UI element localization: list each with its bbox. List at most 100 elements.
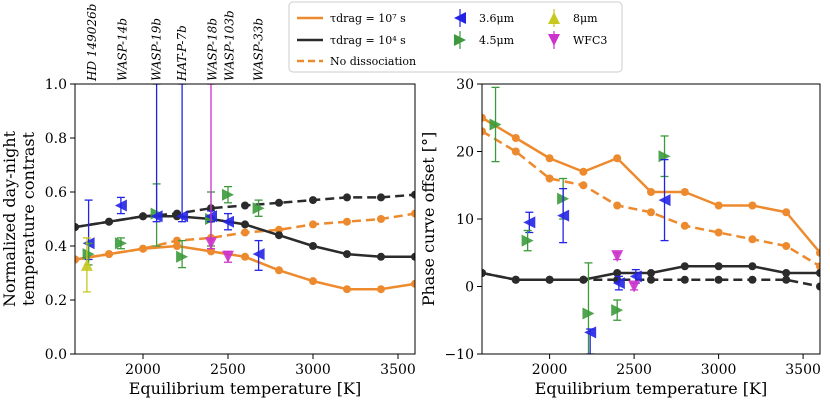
obs-marker-36	[612, 277, 625, 290]
series-point	[343, 250, 351, 259]
series-point	[241, 252, 249, 261]
y-tick-label: 0	[465, 280, 474, 296]
series-point	[816, 269, 820, 277]
obs-marker-45	[176, 250, 189, 263]
planet-label: HD 149026b	[85, 4, 99, 82]
series-point	[343, 193, 351, 202]
series-point	[511, 134, 520, 142]
x-tick-label: 2000	[532, 362, 568, 378]
obs-marker-45	[489, 118, 502, 131]
series-point	[579, 167, 588, 176]
series-point	[613, 201, 622, 210]
series-point	[545, 275, 554, 284]
legend-swatch-obs-wfc3	[548, 34, 560, 46]
y-tick-label: 10	[456, 212, 474, 228]
x-tick-label: 2500	[210, 362, 246, 378]
obs-marker-45	[611, 304, 624, 317]
series-point	[411, 209, 415, 218]
series-point	[377, 193, 385, 202]
series-point	[343, 285, 351, 294]
series-point	[139, 244, 147, 253]
obs-marker-36	[150, 210, 163, 223]
x-tick-label: 3500	[380, 362, 416, 378]
y-tick-label: 0.0	[45, 347, 67, 363]
series-point	[241, 228, 249, 237]
x-tick-label: 2000	[125, 362, 161, 378]
series-point	[411, 279, 415, 288]
series-point	[748, 275, 757, 284]
axes-frame	[481, 83, 821, 355]
x-tick-label: 3000	[701, 362, 737, 378]
series-point	[275, 198, 283, 207]
series-point	[139, 212, 147, 221]
planet-label: WASP-18b	[206, 18, 220, 81]
series-point	[309, 242, 317, 250]
obs-marker-45	[82, 248, 95, 261]
y-tick-label: 0.4	[45, 239, 67, 255]
series-point	[680, 275, 689, 284]
obs-marker-36	[658, 194, 671, 207]
planet-label: WASP-33b	[252, 18, 266, 81]
obs-marker-36	[252, 248, 265, 261]
obs-marker-8	[80, 258, 93, 271]
y-axis-label-line2: temperature contrast	[19, 131, 38, 306]
series-point	[511, 147, 520, 156]
legend-swatch-obs-36	[454, 12, 466, 24]
series-point	[482, 113, 486, 122]
y-tick-label: −10	[444, 347, 474, 363]
series-point	[816, 262, 820, 271]
legend-label: WFC3	[573, 34, 607, 47]
y-tick-label: 0.8	[45, 131, 67, 147]
obs-marker-45	[521, 234, 534, 247]
series-point	[579, 275, 588, 284]
obs-marker-wfc3	[628, 280, 641, 293]
obs-marker-wfc3	[611, 250, 624, 263]
obs-marker-wfc3	[222, 250, 234, 263]
series-point	[105, 217, 113, 226]
series-point	[105, 250, 113, 259]
series-point	[377, 285, 385, 294]
obs-marker-36	[629, 270, 642, 283]
series-point	[309, 220, 317, 229]
series-point	[782, 242, 791, 250]
series-point	[411, 252, 415, 261]
obs-marker-45	[222, 188, 234, 201]
offset-panel: 2000 2500 3000 3500 −10 0 10 20 30 Equilibrium te…	[419, 77, 821, 398]
series-point	[714, 262, 723, 271]
y-tick-label: 30	[456, 77, 474, 93]
series-point	[545, 154, 554, 163]
series-point	[680, 262, 689, 271]
series-point	[309, 277, 317, 286]
legend-label: No dissociation	[330, 55, 416, 68]
x-tick-label: 2500	[616, 362, 652, 378]
obs-marker-45	[582, 307, 595, 320]
series-point	[647, 269, 655, 277]
series-point	[647, 208, 655, 217]
obs-marker-36	[523, 216, 536, 229]
obs-marker-45	[252, 202, 265, 215]
series-point	[748, 262, 757, 271]
series-point	[75, 255, 79, 264]
obs-marker-wfc3	[205, 237, 217, 250]
series-point	[714, 275, 723, 284]
legend-label: 8μm	[573, 12, 598, 25]
series-point	[680, 221, 689, 230]
y-tick-label: 1.0	[45, 77, 67, 93]
legend: τdrag = 10⁷ s τdrag = 10⁴ s No dissociatio…	[288, 1, 623, 73]
legend-swatch-obs-8	[548, 12, 560, 24]
series-point	[309, 196, 317, 205]
series-point	[816, 248, 820, 257]
series-point	[343, 217, 351, 226]
x-tick-label: 3000	[295, 362, 331, 378]
series-point	[411, 190, 415, 199]
legend-swatch-obs-45	[454, 34, 466, 46]
series-point	[75, 223, 79, 232]
series-point	[173, 242, 181, 250]
y-tick-label: 0.6	[45, 185, 67, 201]
series-point	[782, 208, 791, 217]
series-point	[275, 231, 283, 240]
series-point	[714, 228, 723, 237]
obs-marker-36	[557, 209, 570, 222]
y-tick-label: 20	[456, 145, 474, 161]
